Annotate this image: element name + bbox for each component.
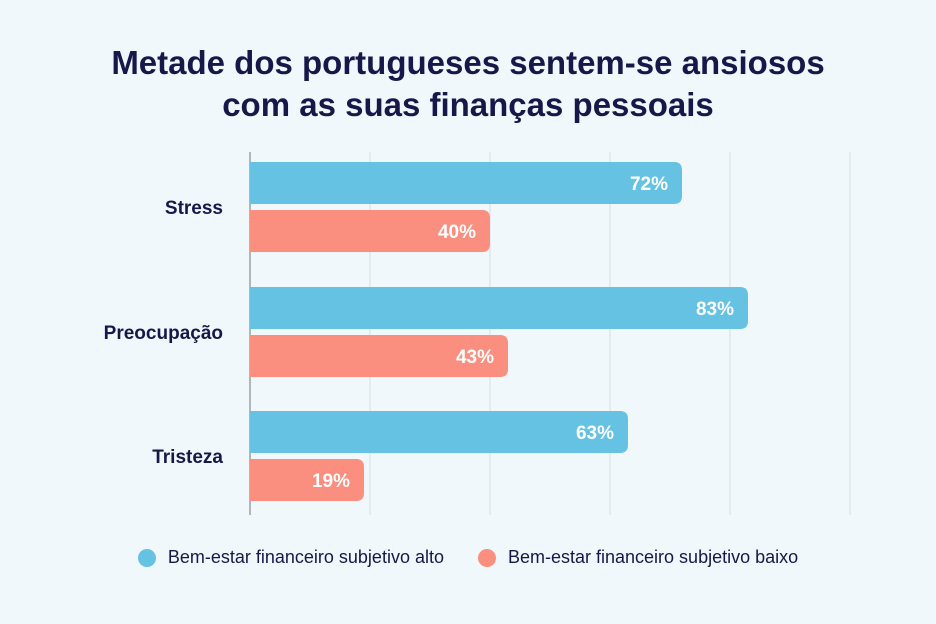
bar-low-2 — [250, 459, 364, 501]
bar-label-high-2: 63% — [576, 423, 614, 444]
bar-label-high-1: 83% — [696, 299, 734, 320]
bar-high-0 — [250, 162, 682, 204]
bar-high-1 — [250, 287, 748, 329]
legend-item-high: Bem-estar financeiro subjetivo alto — [137, 547, 444, 568]
bar-label-low-0: 40% — [438, 222, 476, 243]
legend: Bem-estar financeiro subjetivo alto Bem-… — [0, 547, 936, 568]
category-label-2: Tristeza — [152, 447, 223, 468]
category-label-1: Preocupação — [104, 323, 223, 344]
legend-item-low: Bem-estar financeiro subjetivo baixo — [477, 547, 799, 568]
legend-label-high: Bem-estar financeiro subjetivo alto — [167, 547, 444, 567]
legend-swatch-high — [137, 548, 156, 567]
chart-title: Metade dos portugueses sentem-se ansioso… — [0, 42, 936, 126]
bar-label-high-0: 72% — [630, 174, 668, 195]
category-label-0: Stress — [165, 198, 223, 219]
bar-low-0 — [250, 210, 490, 252]
legend-swatch-low — [477, 548, 496, 567]
chart-title-line-1: Metade dos portugueses sentem-se ansioso… — [111, 44, 825, 81]
bar-low-1 — [250, 335, 508, 377]
bar-label-low-1: 43% — [456, 347, 494, 368]
bar-label-low-2: 19% — [312, 471, 350, 492]
chart-title-line-2: com as suas finanças pessoais — [222, 86, 714, 123]
legend-label-low: Bem-estar financeiro subjetivo baixo — [507, 547, 799, 567]
bar-high-2 — [250, 411, 628, 453]
